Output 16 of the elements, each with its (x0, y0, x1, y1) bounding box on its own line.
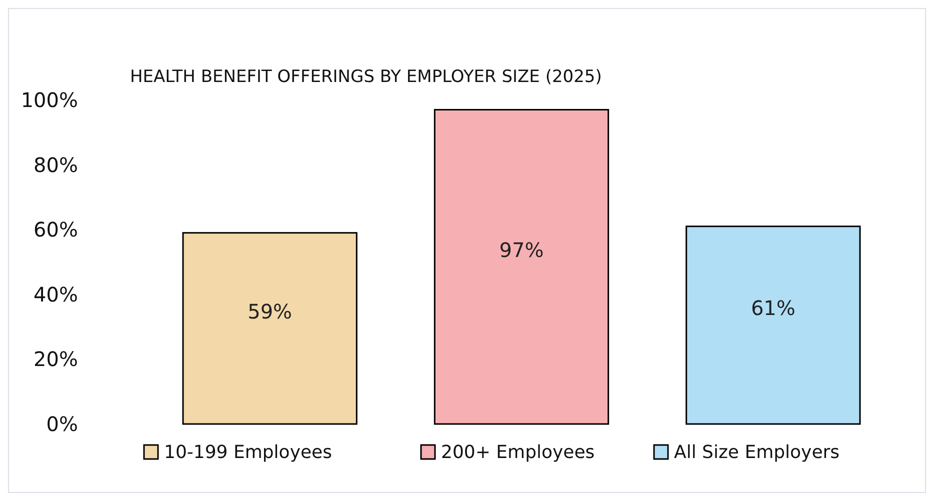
bar (182, 232, 358, 425)
data-label: 97% (499, 238, 544, 262)
y-tick-label: 80% (34, 152, 78, 177)
y-tick-label: 40% (34, 282, 78, 306)
chart-title: HEALTH BENEFIT OFFERINGS BY EMPLOYER SIZE (2025) (130, 67, 602, 87)
data-label: 59% (248, 299, 292, 324)
data-label: 61% (750, 296, 796, 320)
y-tick-label: 20% (34, 347, 78, 372)
x-tick-label: 10-199 Employees (164, 442, 332, 463)
bar (686, 226, 861, 425)
y-tick-label: 0% (46, 412, 78, 436)
x-tick-label: 200+ Employees (441, 442, 595, 463)
bar (434, 108, 610, 425)
x-tick-label: All Size Employers (674, 442, 840, 463)
y-tick-label: 100% (20, 88, 78, 112)
y-tick-label: 60% (34, 218, 78, 242)
